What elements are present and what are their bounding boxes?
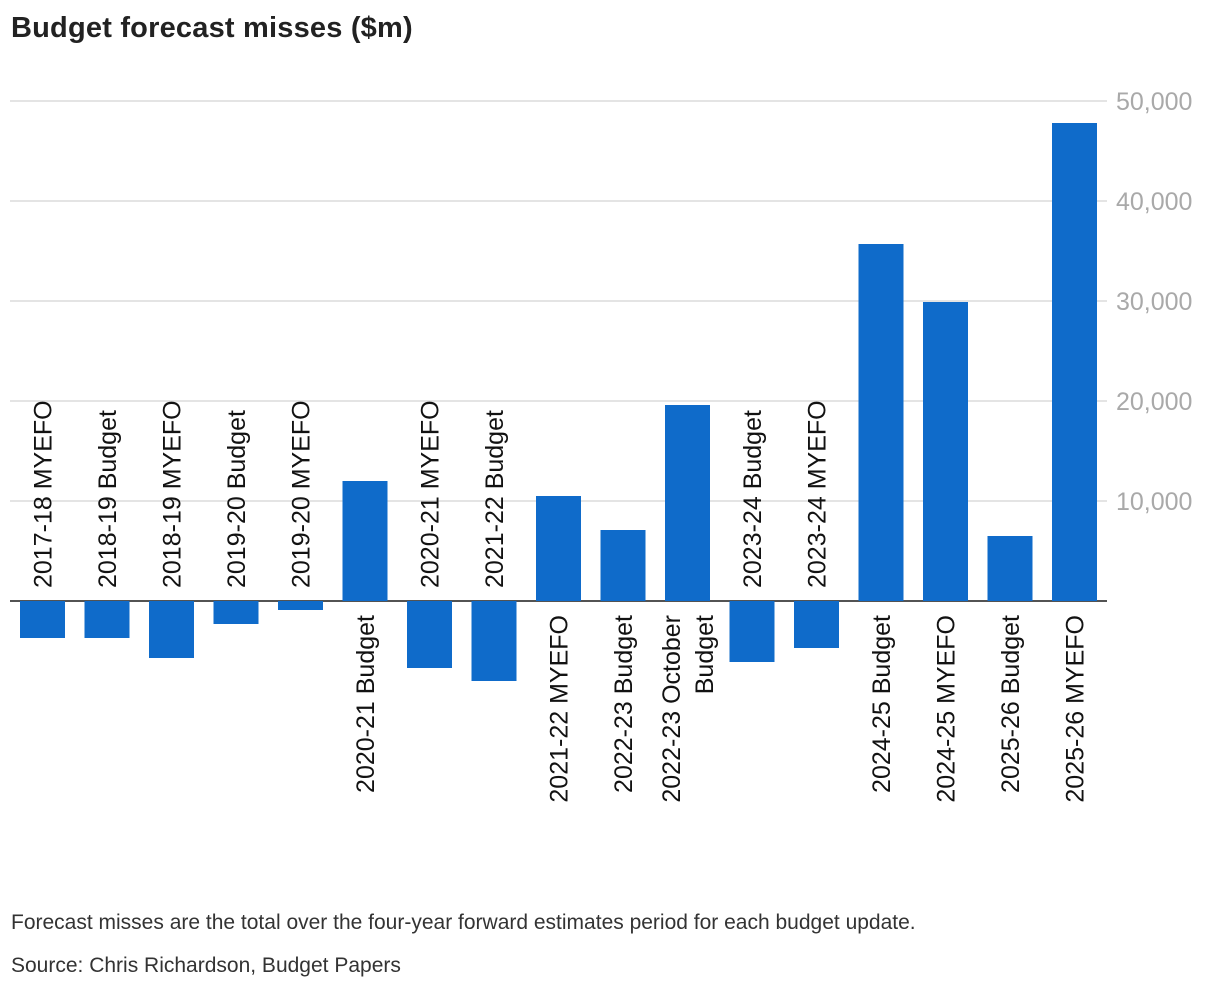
category-label-line: 2025-26 MYEFO [1062, 615, 1090, 803]
category-labels: 2017-18 MYEFO 2018-19 Budget 2018-19 MYEFO… [30, 400, 1090, 802]
bar [213, 601, 259, 624]
bar [536, 496, 581, 601]
category-label-line: 2023-24 Budget [739, 410, 767, 588]
category-label-line: 2019-20 MYEFO [288, 400, 316, 588]
bar-chart: 2017-18 MYEFO 2018-19 Budget 2018-19 MYEFO… [10, 88, 1192, 803]
category-label: 2025-26 MYEFO [1062, 615, 1090, 803]
bar [278, 601, 323, 610]
category-label-line: 2020-21 MYEFO [417, 400, 445, 588]
category-label-line: 2018-19 Budget [94, 410, 122, 588]
category-label: 2018-19 MYEFO [159, 400, 187, 588]
bar [20, 601, 65, 638]
category-label-line: 2017-18 MYEFO [30, 400, 58, 588]
category-label: 2019-20 MYEFO [288, 400, 316, 588]
category-label-line: 2025-26 Budget [997, 615, 1025, 793]
category-label: 2019-20 Budget [223, 410, 251, 588]
category-label: 2023-24 Budget [739, 410, 767, 588]
category-label: 2017-18 MYEFO [30, 400, 58, 588]
category-label: 2023-24 MYEFO [804, 400, 832, 588]
category-label: 2018-19 Budget [94, 410, 122, 588]
category-label-line: 2024-25 MYEFO [933, 615, 961, 803]
category-label: 2025-26 Budget [997, 615, 1025, 793]
category-label-line: 2020-21 Budget [352, 615, 380, 793]
category-label-line: 2021-22 MYEFO [546, 615, 574, 803]
category-label-line: 2019-20 Budget [223, 410, 251, 588]
bar [342, 481, 388, 601]
bar [858, 244, 904, 601]
bar [407, 601, 452, 668]
bar [729, 601, 775, 662]
category-label: 2021-22 MYEFO [546, 615, 574, 803]
category-label-line: 2018-19 MYEFO [159, 400, 187, 588]
y-tick-label: 30,000 [1116, 288, 1192, 316]
category-label: 2021-22 Budget [481, 410, 509, 588]
bar [923, 302, 968, 601]
bar [84, 601, 130, 638]
footnote: Forecast misses are the total over the f… [11, 911, 916, 934]
bar [600, 530, 646, 601]
category-label: 2022-23 October Budget [658, 615, 719, 803]
category-label-line: 2024-25 Budget [868, 615, 896, 793]
category-label: 2022-23 Budget [610, 615, 638, 793]
y-tick-label: 10,000 [1116, 488, 1192, 516]
category-label: 2024-25 Budget [868, 615, 896, 793]
bar [987, 536, 1033, 601]
category-label: 2020-21 MYEFO [417, 400, 445, 588]
bars [20, 123, 1097, 681]
source-note: Source: Chris Richardson, Budget Papers [11, 954, 401, 977]
bar [471, 601, 517, 681]
category-label-line: 2021-22 Budget [481, 410, 509, 588]
y-tick-label: 50,000 [1116, 88, 1192, 116]
y-tick-label: 40,000 [1116, 188, 1192, 216]
category-label: 2024-25 MYEFO [933, 615, 961, 803]
bar [665, 405, 710, 601]
bar [1052, 123, 1097, 601]
y-axis-ticks: 10,000 20,000 30,000 40,000 50,000 [1116, 88, 1192, 516]
category-label-line: Budget [691, 615, 719, 694]
category-label-line: 2022-23 October [658, 615, 686, 803]
category-label-line: 2023-24 MYEFO [804, 400, 832, 588]
chart-title: Budget forecast misses ($m) [11, 12, 413, 44]
category-label-line: 2022-23 Budget [610, 615, 638, 793]
bar [149, 601, 194, 658]
category-label: 2020-21 Budget [352, 615, 380, 793]
y-tick-label: 20,000 [1116, 388, 1192, 416]
bar [794, 601, 839, 648]
